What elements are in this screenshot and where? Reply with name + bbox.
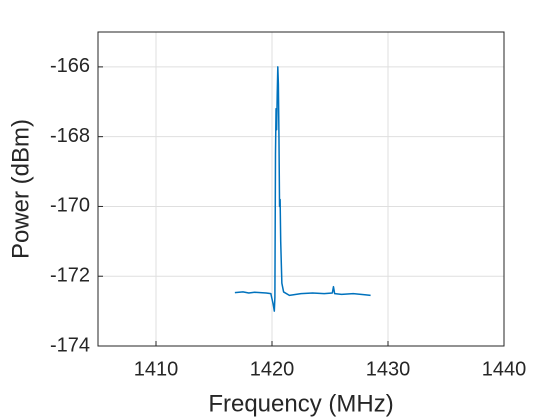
x-tick-label: 1420 (250, 358, 295, 380)
y-tick-label: -170 (50, 195, 90, 217)
x-tick-label: 1410 (134, 358, 179, 380)
y-axis-label: Power (dBm) (7, 119, 34, 259)
y-tick-label: -174 (50, 334, 90, 356)
plot-frame (97, 31, 505, 347)
x-tick-label: 1430 (366, 358, 411, 380)
y-tick-label: -172 (50, 265, 90, 287)
x-axis-label: Frequency (MHz) (208, 390, 393, 417)
data-line (234, 66, 371, 312)
y-tick-label: -168 (50, 125, 90, 147)
x-tick-label: 1440 (482, 358, 527, 380)
y-tick-label: -166 (50, 55, 90, 77)
